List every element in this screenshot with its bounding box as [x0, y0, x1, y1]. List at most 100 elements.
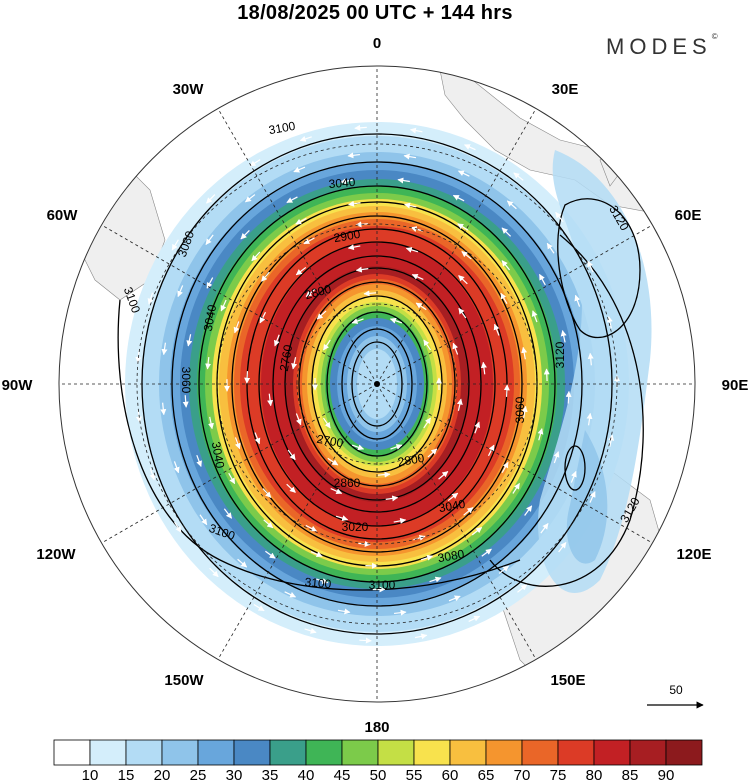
- wind-vector: [171, 239, 179, 251]
- wind-vector: [244, 371, 251, 384]
- reference-vector-label: 50: [669, 683, 683, 697]
- colorbar-label: 80: [586, 767, 603, 782]
- wind-vector: [254, 432, 261, 445]
- contour-label: 3100: [369, 578, 396, 592]
- wind-vector: [471, 527, 483, 536]
- height-contour: [311, 295, 443, 473]
- contour-label: 2900: [333, 227, 362, 245]
- colorbar-swatch: [305, 739, 343, 766]
- wind-vector: [316, 310, 327, 320]
- label-30e: 30E: [552, 81, 579, 98]
- wind-vector: [234, 437, 241, 450]
- height-contour: [489, 234, 644, 587]
- colorbar-label: 55: [406, 767, 423, 782]
- wind-vector: [385, 495, 399, 502]
- colorbar-swatch: [593, 739, 631, 766]
- contour-label: 3080: [437, 547, 466, 565]
- contour-labels: 3100 3040 3080 3100 3040 3060 2800 2900 2760 3040…: [121, 119, 643, 592]
- wind-vector: [589, 491, 596, 503]
- label-60w: 60W: [47, 207, 79, 224]
- wind-vector: [587, 260, 594, 273]
- wind-vector: [186, 334, 193, 347]
- contour-label: 3040: [201, 303, 219, 332]
- wind-vector: [259, 311, 267, 324]
- wind-vector: [233, 321, 240, 334]
- colorbar-swatch: [413, 739, 451, 766]
- height-contour: [557, 198, 641, 339]
- wind-vector: [513, 172, 524, 181]
- wind-vector: [335, 515, 349, 521]
- colorbar-label: 85: [622, 767, 639, 782]
- wind-vector: [305, 288, 316, 297]
- contour-label: 3020: [342, 520, 369, 534]
- wind-vector: [206, 277, 214, 289]
- wind-vector: [463, 144, 476, 151]
- wind-vector: [358, 540, 371, 547]
- wind-vector: [209, 567, 219, 578]
- label-60e: 60E: [675, 207, 702, 224]
- wind-vector: [555, 211, 564, 223]
- wind-vector: [161, 342, 168, 356]
- wind-vector: [205, 234, 214, 245]
- wind-vector: [493, 323, 500, 336]
- wind-vector: [423, 339, 432, 351]
- wind-vector: [517, 584, 528, 593]
- colorbar-label: 25: [190, 767, 207, 782]
- wind-vector: [498, 565, 510, 574]
- wind-vector: [447, 492, 459, 502]
- colorbar-label: 65: [478, 767, 495, 782]
- colorbar-label: 50: [370, 767, 387, 782]
- wind-vector: [273, 334, 280, 347]
- colorbar-swatch: [557, 739, 595, 766]
- wind-vector: [174, 521, 182, 533]
- wind-vector: [521, 346, 528, 360]
- wind-vector: [182, 395, 189, 408]
- wind-vector: [452, 194, 465, 202]
- contour-label: 3100: [304, 575, 332, 591]
- contour-label: 3040: [328, 175, 356, 191]
- wind-vector: [310, 551, 323, 558]
- wind-vector: [524, 505, 533, 516]
- wind-vector: [423, 417, 432, 429]
- wind-vector: [546, 242, 555, 254]
- colorbar-label: 10: [82, 767, 99, 782]
- wind-vector: [240, 229, 250, 240]
- label-30w: 30W: [173, 81, 205, 98]
- height-contour: [258, 241, 496, 527]
- wind-vector: [286, 196, 298, 204]
- wind-vector: [415, 302, 427, 311]
- wind-vector: [205, 356, 212, 370]
- contour-label: 3040: [438, 497, 467, 515]
- wind-vector: [351, 444, 365, 451]
- wind-vector: [291, 357, 298, 370]
- wind-vector: [393, 517, 407, 524]
- south-pole-marker: [374, 381, 380, 387]
- colorbar-label: 90: [658, 767, 675, 782]
- wind-vector: [262, 488, 272, 498]
- wind-vector: [558, 541, 567, 553]
- label-120w: 120W: [36, 546, 76, 563]
- wind-vector: [608, 434, 615, 447]
- wind-vector: [263, 519, 274, 529]
- colorbar-label: 15: [118, 767, 135, 782]
- colorbar-swatch: [485, 739, 523, 766]
- wind-vector: [468, 615, 481, 622]
- wind-vector: [458, 307, 467, 319]
- label-150w: 150W: [164, 672, 204, 689]
- wind-vector: [429, 576, 442, 583]
- label-90e: 90E: [722, 377, 749, 394]
- wind-vector: [286, 483, 296, 493]
- wind-vector: [480, 361, 487, 375]
- contour-label: 2860: [334, 476, 361, 490]
- wind-vector: [474, 421, 481, 434]
- wind-vector: [322, 417, 331, 429]
- grid-lines: [59, 66, 695, 702]
- wind-vector: [500, 292, 508, 304]
- contour-label: 3120: [553, 341, 567, 368]
- contour-label: 3040: [209, 441, 227, 470]
- colorbar-swatch: [89, 739, 127, 766]
- wind-vector: [299, 136, 312, 142]
- wind-vector: [553, 451, 560, 464]
- wind-vector: [359, 637, 372, 644]
- contour-label: 2800: [303, 282, 333, 303]
